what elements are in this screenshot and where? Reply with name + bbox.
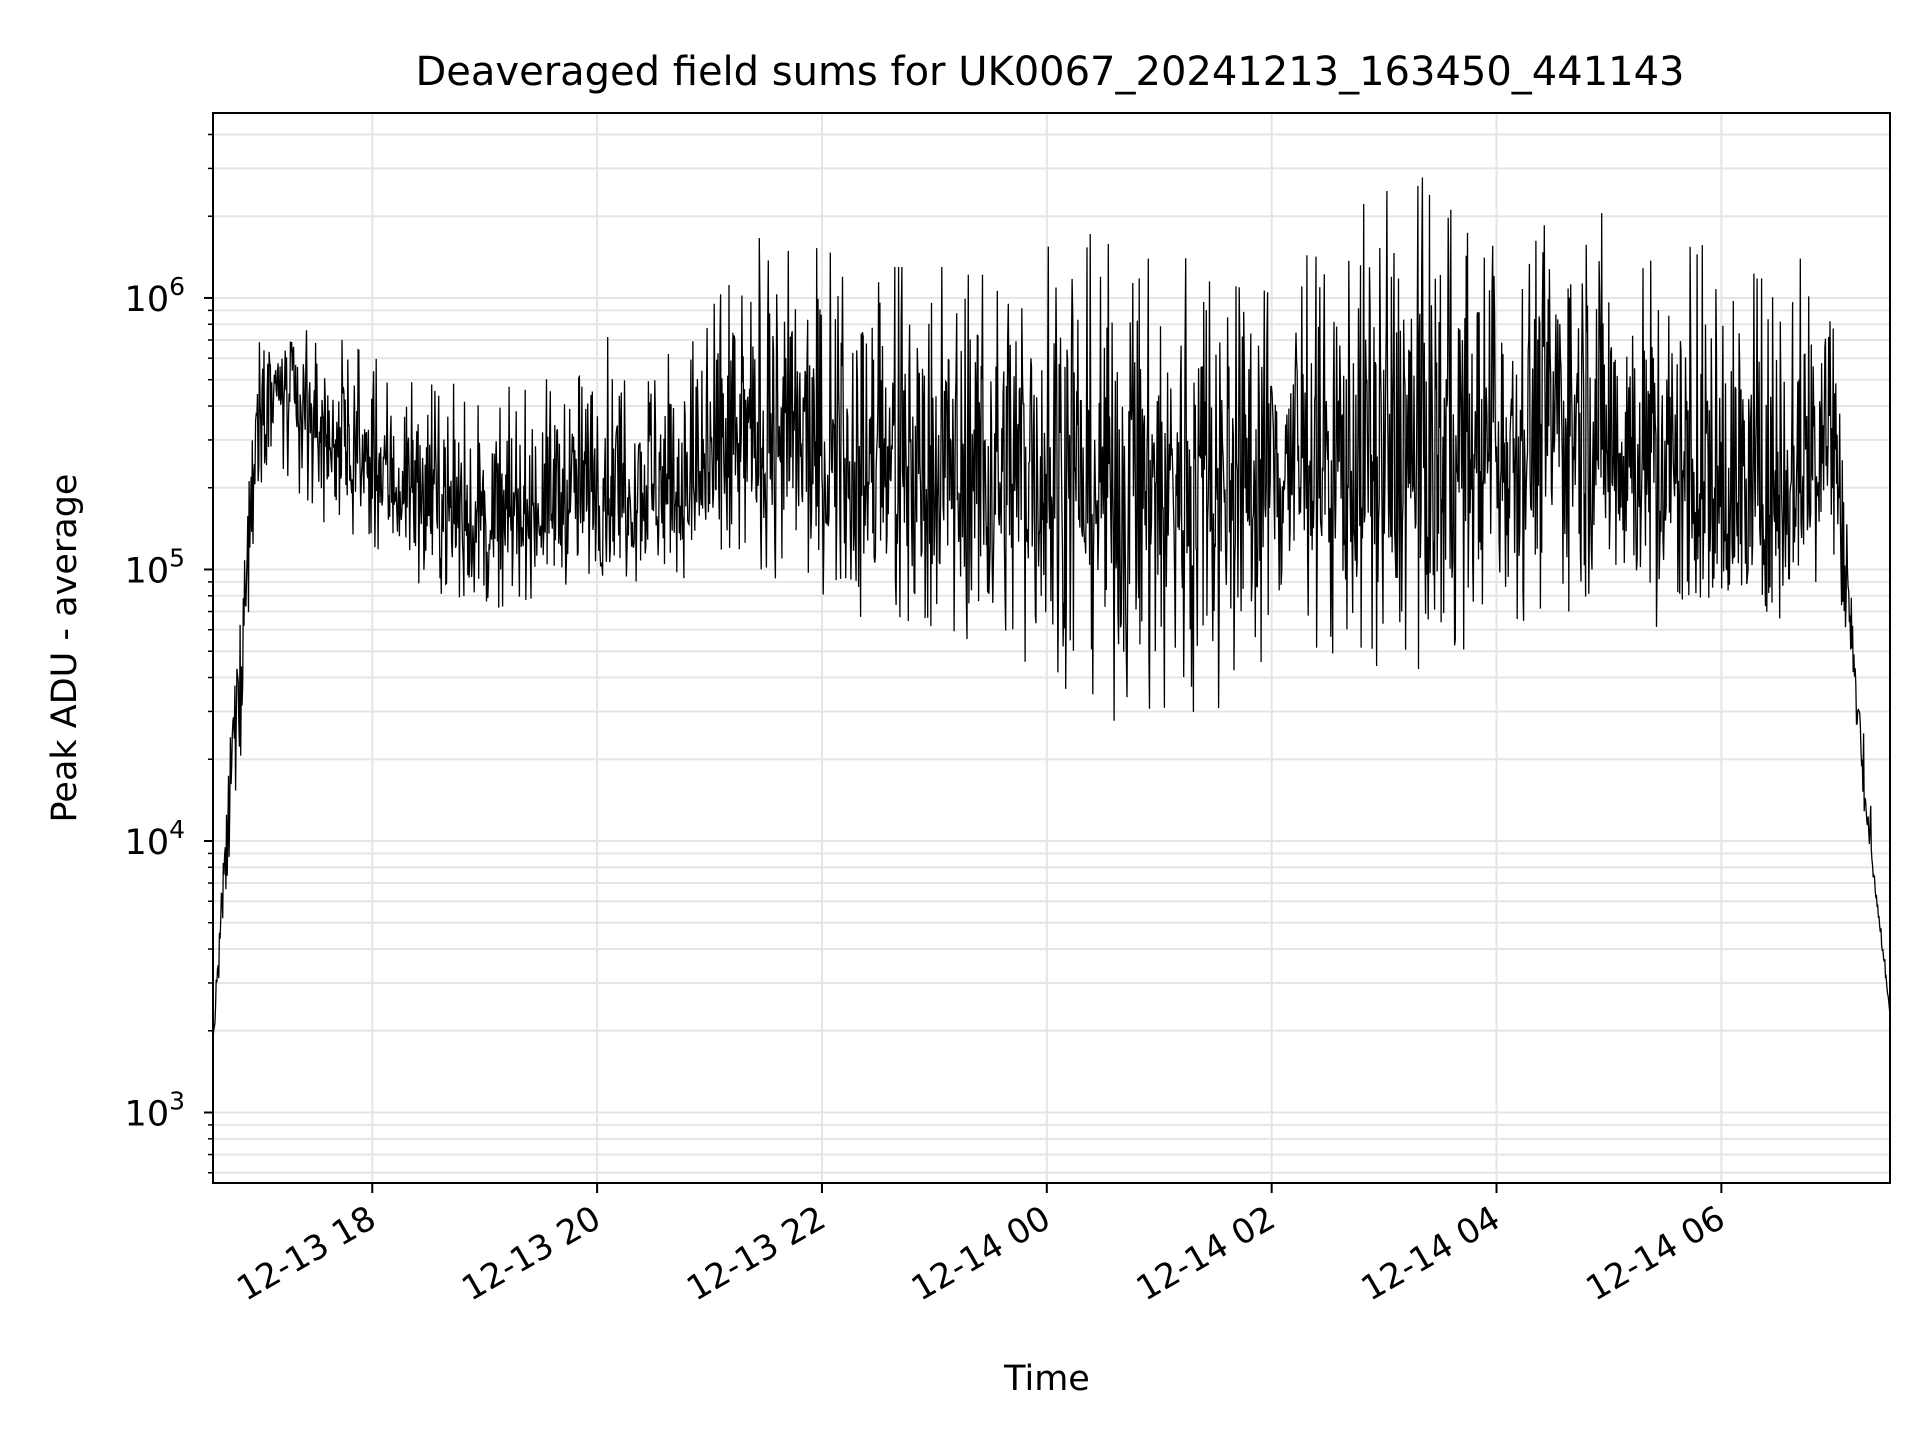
y-tick-label: 105 xyxy=(125,543,185,591)
y-tick-label: 104 xyxy=(125,815,185,863)
y-tick-label: 103 xyxy=(125,1087,185,1135)
x-axis-label: Time xyxy=(1003,1359,1090,1399)
data-series xyxy=(212,177,1891,1040)
y-axis-label: Peak ADU - average xyxy=(45,474,85,823)
chart-title: Deaveraged field sums for UK0067_2024121… xyxy=(415,49,1684,95)
axes-frame xyxy=(212,112,1891,1184)
series-line xyxy=(212,177,1891,1040)
y-tick-label: 106 xyxy=(125,272,185,320)
axis-ticks xyxy=(204,133,1723,1193)
